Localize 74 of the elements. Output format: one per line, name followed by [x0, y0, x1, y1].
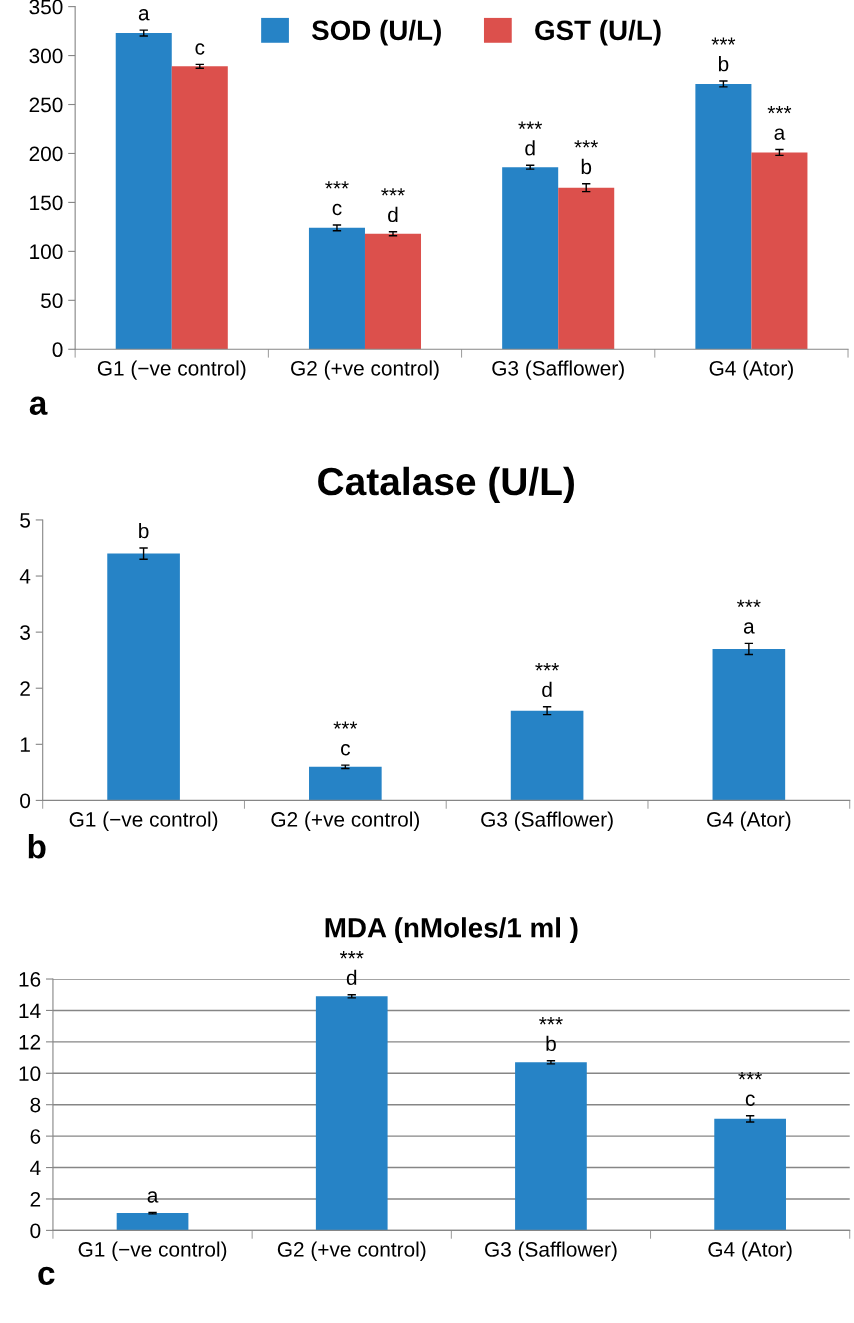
data-label: *** b: [711, 37, 736, 72]
x-tick-label: G2 (+ve control): [291, 360, 439, 380]
y-tick-label: 0: [30, 1223, 41, 1239]
y-tick-label: 100: [30, 244, 63, 260]
x-tick-label: G3 (Safflower): [481, 811, 613, 831]
x-tick-label: G4 (Ator): [709, 360, 793, 380]
y-tick-label: 10: [19, 1066, 41, 1082]
data-label: c: [195, 43, 205, 55]
y-tick-label: 2: [30, 1191, 41, 1207]
bar: [309, 766, 382, 801]
y-tick-label: 150: [30, 195, 63, 211]
y-tick-label: 2: [20, 681, 30, 696]
x-tick-label: G3 (Safflower): [485, 1241, 617, 1261]
data-label: *** c: [325, 181, 349, 216]
data-label: *** c: [333, 721, 358, 756]
x-tick-label: G2 (+ve control): [277, 1241, 426, 1261]
text: c: [38, 1266, 55, 1286]
chart-title: MDA (nMoles/1 ml ): [325, 917, 578, 944]
y-tick-label: 8: [30, 1097, 41, 1113]
data-label: *** a: [737, 599, 761, 634]
legend-label: GST (U/L): [535, 19, 661, 46]
x-tick-label: G4 (Ator): [708, 1241, 792, 1261]
bar: [364, 233, 422, 350]
chart-title: Catalase (U/L): [318, 466, 574, 504]
legend-label: SOD (U/L): [311, 19, 441, 46]
bar: [510, 710, 584, 801]
y-tick-label: 50: [41, 293, 63, 309]
y-tick-label: 12: [19, 1034, 41, 1050]
y-tick-label: 0: [52, 342, 63, 358]
bar: [712, 648, 786, 801]
y-tick-label: 3: [20, 625, 30, 640]
data-label: *** c: [738, 1072, 762, 1107]
bar: [315, 996, 388, 1231]
bar: [558, 187, 615, 350]
data-label: *** b: [574, 140, 599, 175]
bar: [502, 167, 559, 350]
y-tick-label: 350: [29, 0, 63, 15]
bar: [308, 227, 365, 350]
text: a: [29, 396, 48, 415]
x-tick-label: G1 (−ve control): [97, 360, 246, 380]
y-tick-label: 4: [19, 569, 31, 584]
bar: [515, 1062, 587, 1231]
y-tick-label: 16: [19, 972, 41, 987]
x-tick-label: G4 (Ator): [707, 811, 791, 831]
y-tick-label: 1: [20, 737, 30, 752]
data-label: *** d: [518, 121, 543, 156]
data-label: *** d: [381, 188, 405, 223]
y-tick-label: 14: [19, 1003, 41, 1018]
x-tick-label: G3 (Safflower): [492, 360, 624, 380]
y-tick-label: 250: [29, 97, 63, 113]
data-label: a: [138, 9, 150, 21]
bar: [115, 33, 172, 350]
y-tick-label: 4: [30, 1160, 41, 1176]
y-tick-label: 200: [29, 146, 63, 162]
bar: [107, 553, 180, 801]
y-tick-label: 300: [29, 48, 63, 64]
bar: [171, 66, 228, 350]
data-label: *** d: [535, 663, 559, 698]
data-label: *** d: [339, 951, 364, 986]
x-tick-label: G2 (+ve control): [271, 811, 420, 831]
bar: [751, 152, 808, 350]
data-label: b: [139, 523, 149, 539]
x-tick-label: G1 (−ve control): [69, 811, 218, 831]
data-label: a: [147, 1191, 159, 1203]
data-label: *** b: [539, 1017, 563, 1052]
y-tick-label: 5: [20, 513, 31, 528]
bar: [714, 1118, 786, 1231]
bar: [116, 1213, 189, 1231]
y-tick-label: 6: [30, 1129, 41, 1144]
text: b: [28, 834, 46, 859]
y-tick-label: 0: [20, 793, 31, 809]
data-label: *** a: [767, 105, 792, 140]
x-tick-label: G1 (−ve control): [78, 1241, 227, 1261]
bar: [695, 83, 752, 350]
